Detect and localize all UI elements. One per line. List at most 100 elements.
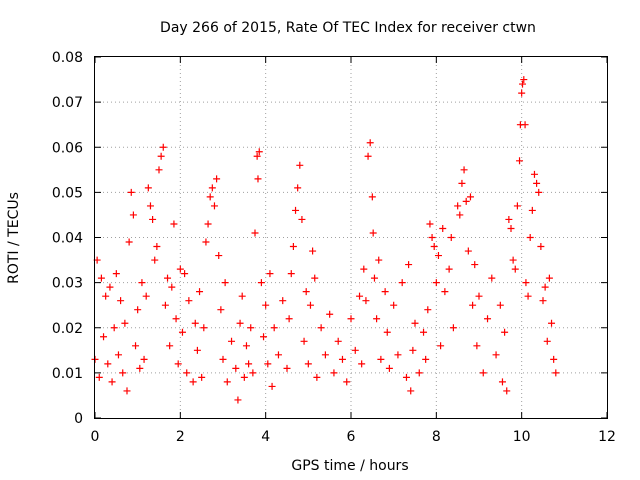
- grid-lines: [95, 57, 607, 418]
- data-point: [302, 288, 310, 296]
- x-axis-ticks: 0 2 4 6 8 10 12: [91, 57, 616, 445]
- data-point: [283, 364, 291, 372]
- data-point: [251, 229, 259, 237]
- data-point: [223, 378, 231, 386]
- data-point: [550, 355, 558, 363]
- data-point: [313, 373, 321, 381]
- y-axis-ticks: 0 0.01 0.02 0.03 0.04 0.05 0.06 0.07 0.08: [52, 50, 607, 427]
- data-point: [356, 292, 364, 300]
- data-point: [445, 265, 453, 273]
- data-point: [153, 243, 161, 251]
- data-point: [447, 234, 455, 241]
- data-point: [140, 355, 148, 363]
- data-point: [430, 243, 438, 251]
- data-point: [142, 292, 150, 300]
- data-point: [369, 229, 377, 237]
- data-point: [317, 324, 325, 332]
- x-tick-label: 10: [513, 429, 531, 445]
- x-tick-label: 4: [261, 429, 270, 445]
- data-point: [200, 324, 208, 332]
- data-point: [409, 346, 417, 354]
- data-point: [426, 220, 434, 228]
- y-tick-label: 0.01: [52, 366, 83, 382]
- data-point: [193, 346, 201, 354]
- data-point: [287, 270, 295, 278]
- data-point: [358, 360, 366, 368]
- data-point: [526, 234, 534, 241]
- data-point: [176, 265, 184, 273]
- data-point: [300, 337, 308, 345]
- data-point: [462, 197, 470, 205]
- data-point: [114, 351, 122, 359]
- data-point: [236, 319, 244, 327]
- data-point: [326, 310, 334, 318]
- data-points: [91, 76, 560, 404]
- y-tick-label: 0.07: [52, 95, 83, 111]
- data-point: [149, 215, 157, 223]
- data-point: [208, 184, 216, 192]
- data-point: [144, 184, 152, 192]
- y-tick-label: 0.02: [52, 321, 83, 337]
- data-point: [127, 188, 135, 196]
- data-point: [172, 315, 180, 323]
- data-point: [309, 247, 317, 255]
- data-point: [304, 360, 312, 368]
- y-tick-label: 0.08: [52, 50, 83, 66]
- x-tick-label: 6: [347, 429, 356, 445]
- data-point: [548, 319, 556, 327]
- data-point: [488, 274, 496, 282]
- data-point: [471, 261, 479, 269]
- data-point: [232, 364, 240, 372]
- y-axis-title: ROTI / TECUs: [6, 192, 22, 284]
- data-point: [215, 252, 223, 260]
- data-point: [183, 369, 191, 377]
- data-point: [268, 382, 276, 390]
- data-point: [545, 274, 553, 282]
- data-point: [377, 355, 385, 363]
- data-point: [155, 166, 163, 174]
- data-point: [479, 369, 487, 377]
- data-point: [247, 324, 255, 332]
- data-point: [249, 369, 257, 377]
- data-point: [454, 202, 462, 210]
- data-point: [294, 184, 302, 192]
- data-point: [530, 170, 538, 178]
- data-point: [296, 161, 304, 169]
- data-point: [159, 143, 167, 151]
- data-point: [253, 152, 261, 160]
- data-point: [146, 202, 154, 210]
- data-point: [424, 306, 432, 314]
- data-point: [178, 328, 186, 336]
- data-point: [204, 220, 212, 228]
- data-point: [117, 297, 125, 305]
- data-point: [97, 274, 105, 282]
- data-point: [492, 351, 500, 359]
- data-point: [104, 360, 112, 368]
- data-point: [507, 224, 515, 232]
- y-tick-label: 0.06: [52, 140, 83, 156]
- data-point: [136, 364, 144, 372]
- data-point: [402, 373, 410, 381]
- data-point: [405, 261, 413, 269]
- data-point: [164, 274, 172, 282]
- data-point: [533, 179, 541, 187]
- data-point: [422, 355, 430, 363]
- data-point: [334, 337, 342, 345]
- data-point: [343, 378, 351, 386]
- data-point: [501, 328, 509, 336]
- data-point: [257, 279, 265, 287]
- x-tick-label: 0: [91, 429, 100, 445]
- data-point: [543, 337, 551, 345]
- data-point: [398, 279, 406, 287]
- data-point: [274, 351, 282, 359]
- data-point: [189, 378, 197, 386]
- data-point: [264, 360, 272, 368]
- data-point: [524, 292, 532, 300]
- y-tick-label: 0.05: [52, 185, 83, 201]
- data-point: [196, 288, 204, 296]
- data-point: [441, 288, 449, 296]
- y-tick-label: 0: [74, 411, 83, 427]
- data-point: [119, 369, 127, 377]
- data-point: [519, 80, 527, 88]
